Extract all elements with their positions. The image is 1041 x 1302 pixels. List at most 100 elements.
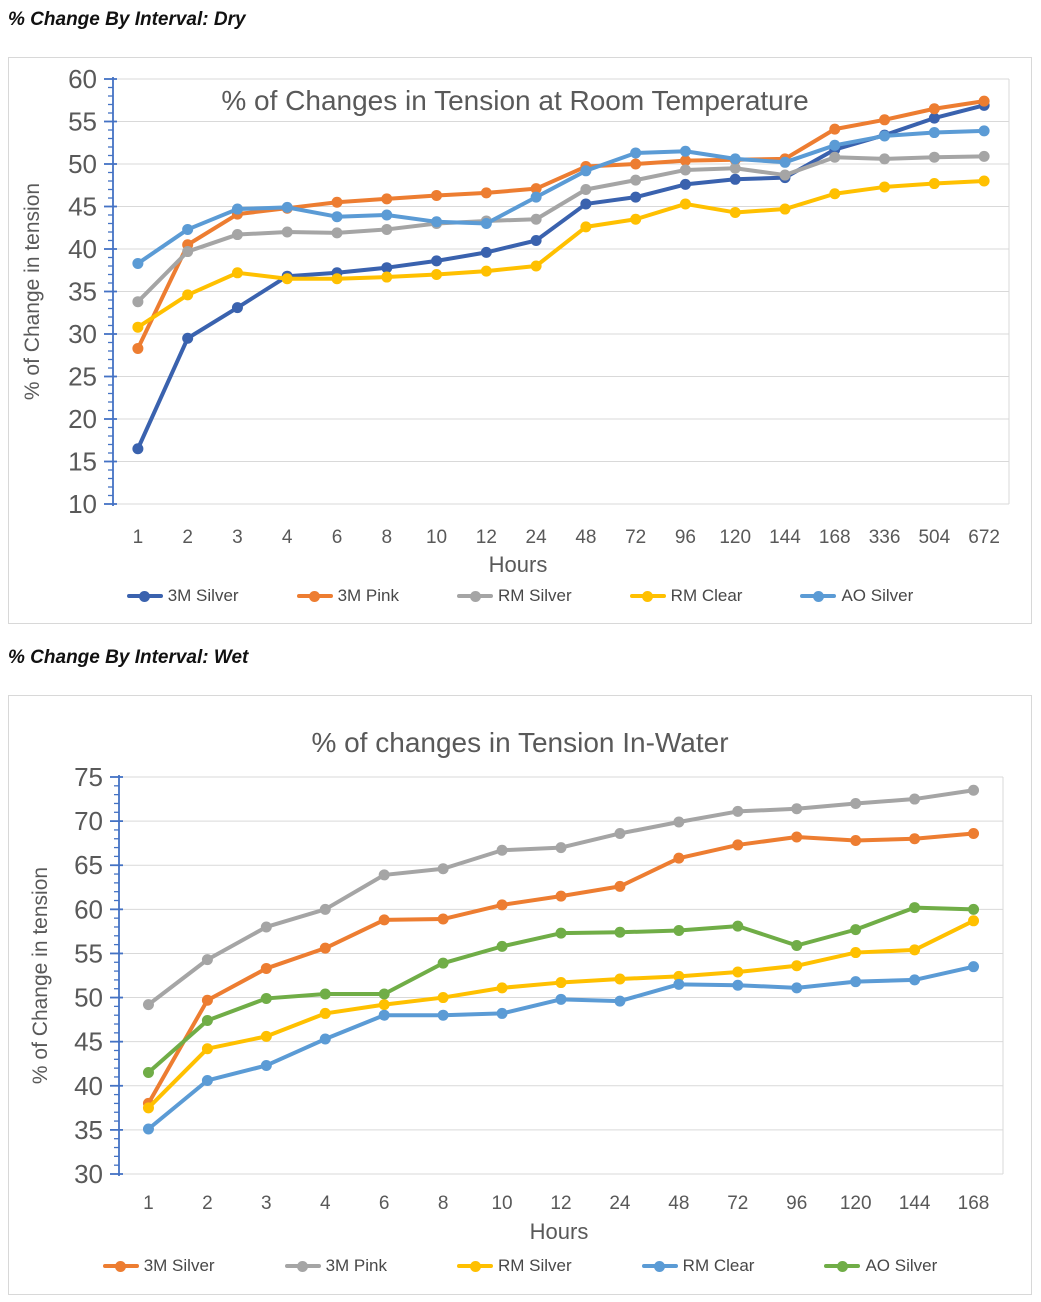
data-point — [437, 1009, 449, 1021]
x-axis-title: Hours — [489, 552, 548, 577]
x-tick-label: 8 — [438, 1193, 449, 1214]
series-line-3m-pink — [135, 99, 987, 351]
data-point — [928, 151, 940, 163]
data-point — [530, 191, 542, 203]
data-point — [732, 966, 744, 978]
y-tick-label: 50 — [68, 149, 97, 179]
data-point — [580, 165, 592, 177]
data-point — [978, 150, 990, 162]
chart-legend: 3M Silver 3M Pink RM Silver RM Clear AO Silv… — [9, 1256, 1031, 1276]
data-point — [850, 947, 862, 959]
data-point — [879, 181, 891, 193]
y-tick-label: 45 — [74, 1027, 103, 1057]
data-point — [331, 227, 343, 239]
data-point — [791, 982, 803, 994]
y-tick-label: 75 — [74, 762, 103, 792]
legend-item: RM Clear — [641, 1256, 755, 1276]
data-point — [378, 869, 390, 881]
data-point — [480, 187, 492, 199]
data-point — [909, 944, 921, 956]
x-tick-label: 10 — [426, 527, 447, 548]
legend-line-marker-icon — [641, 1260, 678, 1272]
legend-label: 3M Silver — [167, 586, 239, 605]
legend-item: RM Silver — [457, 586, 572, 606]
data-point — [530, 183, 542, 195]
data-point — [679, 155, 691, 167]
data-point — [260, 921, 272, 933]
x-tick-label: 4 — [282, 527, 293, 548]
data-point — [331, 211, 343, 223]
data-point — [182, 223, 194, 235]
legend-line-marker-icon — [296, 590, 333, 602]
data-point — [614, 995, 626, 1007]
x-tick-label: 72 — [727, 1193, 748, 1214]
data-point — [879, 153, 891, 165]
x-tick-label: 168 — [958, 1193, 990, 1214]
data-point — [968, 827, 980, 839]
legend-line-marker-icon — [824, 1260, 861, 1272]
x-tick-label: 6 — [332, 527, 343, 548]
data-point — [909, 974, 921, 986]
data-point — [496, 844, 508, 856]
data-point — [968, 961, 980, 973]
data-point — [132, 321, 144, 333]
y-tick-label: 60 — [68, 64, 97, 94]
data-point — [260, 1059, 272, 1071]
data-point — [673, 978, 685, 990]
data-point — [182, 289, 194, 301]
x-tick-label: 4 — [320, 1193, 331, 1214]
data-point — [381, 209, 393, 221]
data-point — [630, 158, 642, 170]
data-point — [182, 246, 194, 258]
data-point — [142, 1102, 154, 1114]
legend-item: 3M Silver — [102, 1256, 215, 1276]
data-point — [679, 178, 691, 190]
data-point — [732, 805, 744, 817]
data-point — [496, 982, 508, 994]
data-point — [909, 793, 921, 805]
data-point — [437, 863, 449, 875]
chart-title: % of changes in Tension In-Water — [311, 727, 728, 758]
y-tick-label: 55 — [74, 938, 103, 968]
data-point — [614, 973, 626, 985]
dry-section-heading: % Change By Interval: Dry — [8, 9, 246, 30]
data-point — [555, 927, 567, 939]
data-point — [673, 852, 685, 864]
legend-label: RM Clear — [682, 1256, 755, 1275]
data-point — [142, 1123, 154, 1135]
y-tick-label: 60 — [74, 894, 103, 924]
data-point — [779, 203, 791, 215]
data-point — [679, 198, 691, 210]
data-point — [496, 940, 508, 952]
x-tick-label: 12 — [550, 1193, 571, 1214]
x-tick-label: 96 — [786, 1193, 807, 1214]
data-point — [679, 145, 691, 157]
data-point — [319, 942, 331, 954]
data-point — [331, 273, 343, 285]
legend-item: RM Silver — [457, 1256, 572, 1276]
data-point — [673, 970, 685, 982]
data-point — [729, 162, 741, 174]
data-point — [850, 924, 862, 936]
legend-line-marker-icon — [457, 590, 493, 602]
legend-line-marker-icon — [629, 590, 666, 602]
y-tick-label: 45 — [68, 192, 97, 222]
data-point — [231, 229, 243, 241]
legend-label: 3M Pink — [337, 586, 399, 605]
data-point — [580, 221, 592, 233]
data-point — [437, 913, 449, 925]
chart-legend: 3M Silver 3M Pink RM Silver RM Clear AO Silv… — [9, 586, 1031, 606]
y-tick-label: 70 — [74, 806, 103, 836]
data-point — [928, 127, 940, 139]
data-point — [673, 925, 685, 937]
legend-label: RM Silver — [498, 586, 572, 605]
data-point — [378, 1009, 390, 1021]
legend-line-marker-icon — [284, 1260, 321, 1272]
data-point — [978, 95, 990, 107]
data-point — [555, 993, 567, 1005]
data-point — [331, 196, 343, 208]
data-point — [630, 213, 642, 225]
data-point — [732, 839, 744, 851]
data-point — [791, 960, 803, 972]
